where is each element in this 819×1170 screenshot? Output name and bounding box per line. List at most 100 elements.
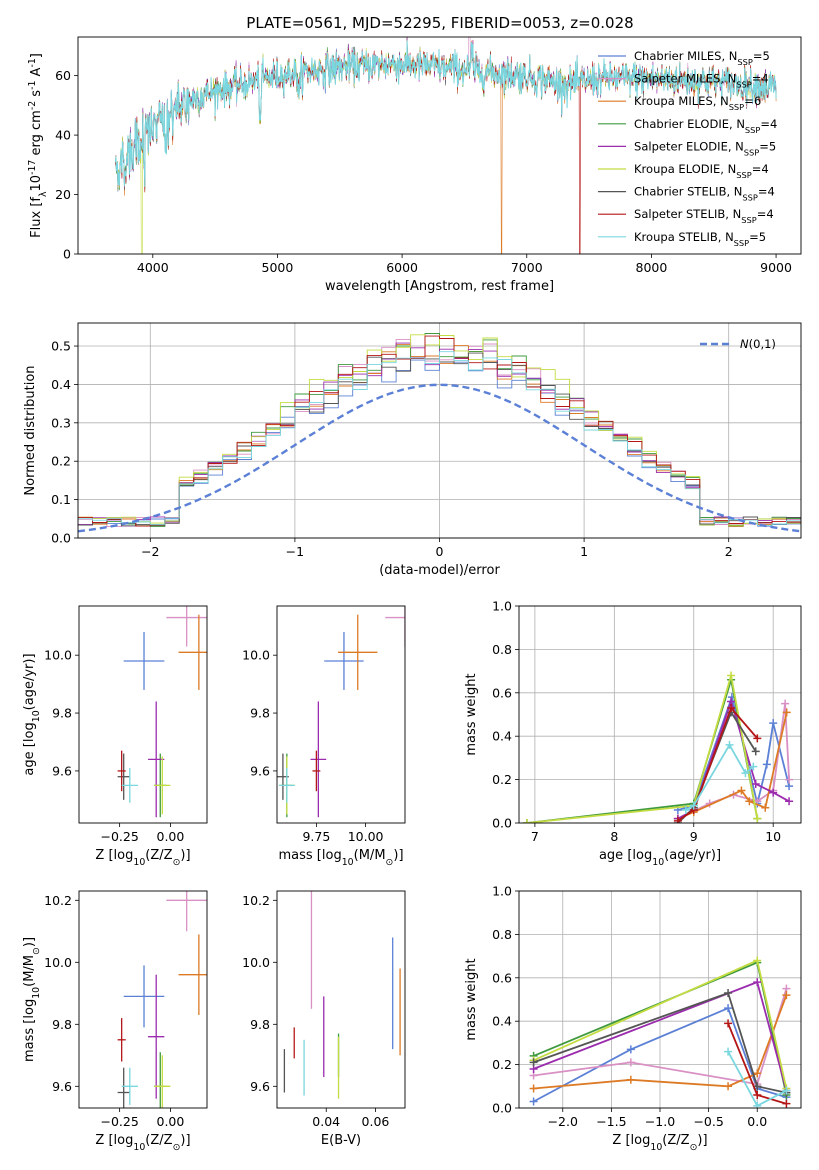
y-tick-label: 10.0: [242, 648, 270, 663]
x-tick-label: 8000: [636, 260, 668, 275]
normal-curve: [78, 383, 801, 533]
weight-marker: [762, 760, 771, 769]
x-tick-label: −2.0: [548, 1114, 578, 1129]
legend-entry: N(0,1): [740, 337, 776, 351]
chart-title: PLATE=0561, MJD=52295, FIBERID=0053, z=0…: [246, 14, 633, 32]
histogram-series-5: [78, 334, 801, 526]
y-tick-label: 10.0: [242, 955, 270, 970]
weight-marker: [782, 1099, 791, 1108]
x-tick-label: 10.00: [348, 829, 384, 844]
y-tick-label: 1.0: [492, 884, 512, 899]
plot-area: [117, 606, 207, 818]
y-tick-label: 9.8: [250, 1017, 270, 1032]
axes-frame: [276, 890, 406, 1109]
x-tick-label: −0.5: [693, 1114, 723, 1129]
weight-marker: [782, 1086, 791, 1095]
weight-marker: [782, 991, 791, 1000]
weight-marker: [529, 1084, 538, 1093]
weight-marker: [785, 797, 794, 806]
x-tick-label: 0.04: [312, 1114, 340, 1129]
weight-marker: [529, 1058, 538, 1067]
x-tick-label: −0.25: [100, 1114, 138, 1129]
y-tick-label: 0.8: [492, 927, 512, 942]
x-axis-label: Z [log10(Z/Z⊙)]: [95, 848, 190, 868]
weight-series-3: [526, 679, 759, 823]
y-tick-label: 0.0: [492, 816, 512, 831]
weight-marker: [741, 769, 750, 778]
y-axis-label: mass weight: [464, 958, 479, 1040]
residual-histogram: −2 −1 0 1 2 0.0 0.1 0.2 0.3 0.4 0.5 (data-model)/er…: [23, 322, 802, 578]
x-axis-label: Z [log10(Z/Z⊙)]: [612, 1133, 707, 1153]
y-tick-label: 0.1: [51, 492, 71, 507]
weight-marker: [724, 1019, 733, 1028]
histogram-series-0: [78, 359, 801, 527]
x-tick-label: 0.06: [362, 1114, 390, 1129]
plot-area: [283, 891, 401, 1099]
y-tick-label: 0.3: [51, 415, 71, 430]
y-tick-label: 9.8: [52, 1017, 72, 1032]
y-tick-label: 0.2: [492, 772, 512, 787]
y-tick-label: 0.4: [51, 377, 71, 392]
y-tick-label: 10.2: [44, 893, 72, 908]
y-tick-label: 9.8: [52, 706, 72, 721]
x-axis-label: age [log10(age/yr)]: [599, 848, 721, 868]
x-tick-label: 2: [725, 544, 733, 559]
axes-frame: [518, 605, 802, 824]
x-axis-label: mass [log10(M/M⊙)]: [278, 848, 403, 868]
axes-frame: [77, 322, 802, 539]
weight-marker: [785, 775, 794, 784]
y-axis-label: age [log10(age/yr)]: [22, 653, 42, 775]
weight-marker: [724, 1082, 733, 1091]
y-tick-label: 0.5: [51, 339, 71, 354]
plot-area: [78, 333, 801, 533]
weight-marker: [724, 988, 733, 997]
x-tick-label: −0.25: [100, 829, 138, 844]
x-tick-label: −2: [141, 544, 159, 559]
weight-marker: [781, 699, 790, 708]
x-tick-label: 9000: [760, 260, 792, 275]
y-tick-label: 0.6: [492, 970, 512, 985]
x-axis-label: E(B-V): [321, 1133, 361, 1148]
y-tick-label: 9.6: [250, 1079, 270, 1094]
plot-area: [529, 956, 791, 1108]
weight-marker: [724, 1047, 733, 1056]
y-tick-label: 0.6: [492, 685, 512, 700]
plot-area: [117, 891, 207, 1108]
y-tick-label: 0.8: [492, 642, 512, 657]
y-tick-label: 9.6: [52, 763, 72, 778]
histogram-series-7: [78, 335, 801, 527]
plot-area: [522, 671, 794, 823]
x-tick-label: 0.00: [157, 829, 185, 844]
weight-marker: [681, 805, 690, 814]
y-tick-label: 0.4: [492, 729, 512, 744]
spectrum-series-8: [114, 40, 777, 187]
x-tick-label: 0.00: [157, 1114, 185, 1129]
y-axis-label: mass weight: [464, 673, 479, 755]
plot-area: [277, 606, 405, 818]
weight-marker: [727, 703, 736, 712]
y-tick-label: 1.0: [492, 599, 512, 614]
y-tick-label: 10.2: [242, 893, 270, 908]
weight-marker: [727, 671, 736, 680]
axes-frame: [78, 605, 208, 824]
y-tick-label: 0.2: [51, 454, 71, 469]
age-vs-metallicity: −0.25 0.00 9.6 9.8 10.0 Z [log10(Z/Z⊙)] age [l…: [22, 605, 208, 868]
y-tick-label: 20: [55, 187, 71, 202]
weight-marker: [751, 747, 760, 756]
weight-series-7: [677, 706, 758, 822]
legend-entry: Chabrier MILES, NSSP=5: [634, 49, 770, 67]
legend-entry: Salpeter STELIB, NSSP=4: [634, 207, 774, 225]
x-axis-label: Z [log10(Z/Z⊙)]: [95, 1133, 190, 1153]
weight-marker: [761, 803, 770, 812]
legend-entry: Salpeter ELODIE, NSSP=5: [634, 139, 776, 157]
axes-frame: [77, 36, 802, 255]
weight-marker: [745, 797, 754, 806]
weight-marker: [724, 1004, 733, 1013]
weight-series-6: [533, 991, 787, 1094]
plot-area: [114, 37, 777, 254]
weight-marker: [626, 1058, 635, 1067]
axes-frame: [518, 890, 802, 1109]
x-tick-label: 9: [690, 829, 698, 844]
mass-vs-metallicity: −0.25 0.00 9.6 9.8 10.0 10.2 Z [log10(Z/Z⊙)] ma…: [22, 890, 208, 1153]
weight-marker: [522, 819, 531, 823]
